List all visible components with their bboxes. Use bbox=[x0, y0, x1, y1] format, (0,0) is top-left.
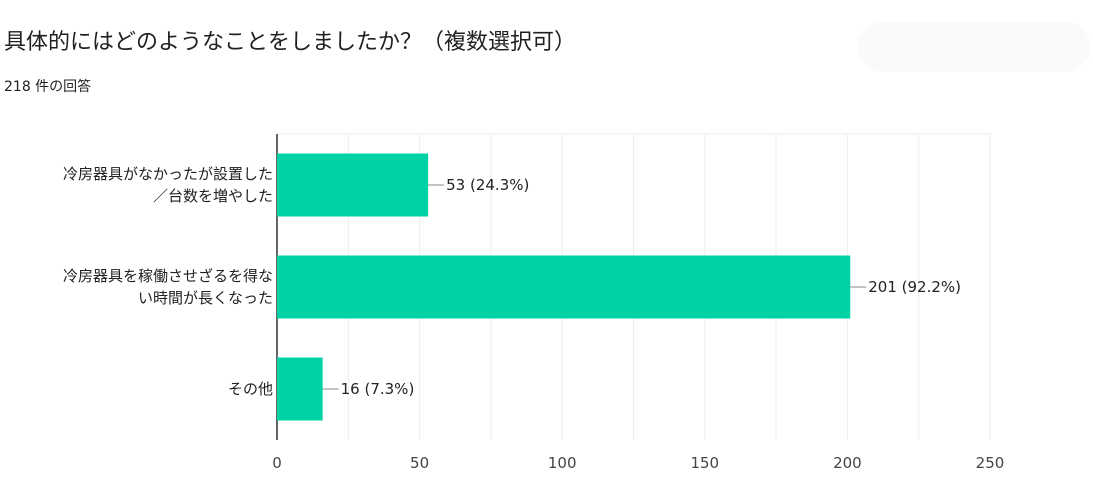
bar bbox=[277, 357, 323, 421]
category-labels: 冷房器具がなかったが設置した ／台数を増やした冷房器具を稼働させざるを得ない時間が… bbox=[63, 165, 273, 398]
category-label: ／台数を増やした bbox=[153, 187, 273, 205]
bar bbox=[277, 153, 429, 217]
data-label: 53 (24.3%) bbox=[446, 176, 529, 194]
copy-chart-button-background bbox=[858, 22, 1090, 72]
x-tick-label: 250 bbox=[976, 454, 1005, 472]
bar bbox=[277, 255, 851, 319]
category-label: 冷房器具を稼働させざるを得な bbox=[63, 267, 273, 285]
category-label: い時間が長くなった bbox=[138, 289, 273, 307]
response-count: 218 件の回答 bbox=[4, 79, 92, 95]
data-label: 16 (7.3%) bbox=[341, 380, 415, 398]
bars: 53 (24.3%) 201 (92.2%) 16 (7.3%) bbox=[277, 153, 961, 421]
x-tick-label: 0 bbox=[272, 454, 282, 472]
x-tick-label: 150 bbox=[690, 454, 719, 472]
question-title: 具体的にはどのようなことをしましたか？（複数選択可） bbox=[4, 30, 577, 55]
x-tick-label: 50 bbox=[410, 454, 429, 472]
x-tick-label: 200 bbox=[833, 454, 862, 472]
data-label: 201 (92.2%) bbox=[868, 278, 961, 296]
category-label: 冷房器具がなかったが設置した bbox=[63, 165, 273, 183]
category-label: その他 bbox=[228, 380, 273, 398]
x-axis-ticks: 0 50 100 150 200 250 bbox=[272, 454, 1004, 472]
x-tick-label: 100 bbox=[548, 454, 577, 472]
